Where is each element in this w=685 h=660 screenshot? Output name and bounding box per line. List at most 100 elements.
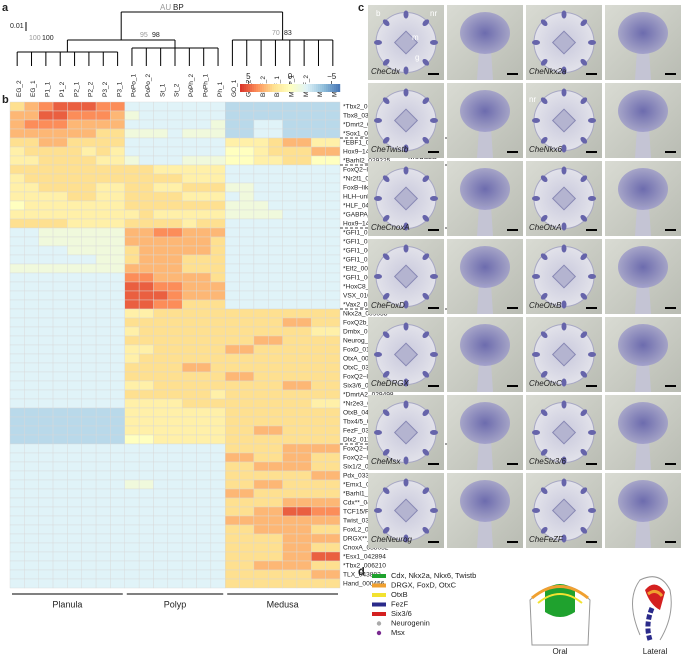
heat-cell	[239, 344, 255, 355]
colorbar-swatch	[264, 84, 267, 92]
heat-cell	[311, 353, 326, 364]
heat-cell	[67, 119, 82, 130]
heat-cell	[239, 326, 255, 337]
heat-cell	[196, 560, 212, 571]
heat-cell	[81, 308, 97, 319]
row-label: Cdx**_040366	[343, 499, 386, 506]
bulb-stalk	[635, 128, 651, 158]
heat-cell	[138, 461, 154, 472]
heat-cell	[95, 578, 111, 589]
heat-cell	[282, 299, 298, 310]
heat-cell	[124, 569, 140, 580]
heat-cell	[81, 209, 97, 220]
heat-cell	[138, 236, 154, 247]
heat-cell	[296, 254, 312, 265]
tentacle-bulb	[460, 246, 510, 288]
bp-value: 100	[42, 35, 54, 42]
heat-cell	[9, 380, 25, 391]
heat-cell	[167, 470, 183, 481]
tentacle-bulb	[540, 292, 548, 300]
tentacle-bulb	[588, 352, 596, 357]
heat-cell	[9, 326, 25, 337]
manubrium	[551, 342, 577, 367]
manubrium	[551, 498, 577, 523]
tentacle-bulb	[422, 253, 430, 261]
colorbar-swatch	[338, 84, 341, 92]
heat-cell	[24, 146, 39, 157]
tentacle-bulb	[460, 12, 510, 54]
heat-cell	[9, 263, 25, 274]
colorbar-swatch	[260, 84, 263, 92]
tentacle-bulb	[382, 487, 390, 495]
heat-cell	[124, 497, 140, 508]
heat-cell	[124, 191, 140, 202]
heat-cell	[311, 488, 326, 499]
row-label: *GFI1_038245	[343, 238, 386, 245]
heat-cell	[24, 281, 39, 292]
heat-cell	[52, 308, 68, 319]
heat-cell	[225, 497, 240, 508]
heat-cell	[325, 254, 341, 265]
colorbar-swatch	[280, 84, 283, 92]
tentacle-bulb	[561, 322, 567, 331]
tentacle-bulb	[403, 244, 409, 253]
heat-cell	[268, 146, 283, 157]
heat-cell	[52, 173, 68, 184]
heat-cell	[81, 488, 97, 499]
heat-cell	[67, 416, 82, 427]
heat-cell	[167, 407, 183, 418]
heat-cell	[239, 209, 255, 220]
heat-cell	[268, 299, 283, 310]
annotation: nr	[529, 95, 536, 104]
heat-cell	[138, 173, 154, 184]
heat-cell	[24, 434, 39, 445]
heat-cell	[138, 506, 154, 517]
heat-cell	[52, 425, 68, 436]
heat-cell	[210, 488, 226, 499]
heat-cell	[239, 317, 255, 328]
heat-cell	[38, 578, 54, 589]
tentacle-bulb	[422, 292, 430, 300]
au-header: AU	[160, 3, 171, 12]
tentacle-bulb	[403, 88, 409, 97]
heat-cell	[181, 461, 197, 472]
heat-cell	[138, 416, 154, 427]
heat-cell	[52, 479, 68, 490]
heat-cell	[181, 470, 197, 481]
heat-cell	[124, 407, 140, 418]
colorbar-swatch	[266, 84, 269, 92]
bulb-stalk	[635, 362, 651, 392]
heat-cell	[67, 146, 82, 157]
heat-cell	[95, 119, 111, 130]
heat-cell	[311, 407, 326, 418]
heat-cell	[167, 218, 183, 229]
heat-cell	[38, 326, 54, 337]
heat-cell	[325, 335, 341, 346]
heat-cell	[24, 542, 39, 553]
heat-cell	[325, 353, 341, 364]
heat-cell	[67, 452, 82, 463]
heat-cell	[67, 110, 82, 121]
tentacle-bulb	[382, 214, 390, 222]
heat-cell	[110, 146, 125, 157]
heat-cell	[95, 308, 111, 319]
legend-label: Cdx, Nkx2a, Nkx6, Twistb	[391, 571, 476, 580]
heat-cell	[138, 146, 154, 157]
heat-cell	[253, 524, 269, 535]
heat-cell	[296, 416, 312, 427]
heat-cell	[95, 353, 111, 364]
heat-cell	[253, 560, 269, 571]
heat-cell	[296, 155, 312, 166]
heat-cell	[24, 164, 39, 175]
manubrium	[393, 498, 419, 523]
heat-cell	[95, 281, 111, 292]
heat-cell	[124, 542, 140, 553]
tentacle-bulb	[430, 196, 438, 201]
heat-cell	[153, 578, 169, 589]
heat-cell	[110, 569, 125, 580]
heat-cell	[210, 461, 226, 472]
heat-cell	[9, 299, 25, 310]
heat-cell	[239, 461, 255, 472]
tentacle-bulb	[540, 253, 548, 261]
